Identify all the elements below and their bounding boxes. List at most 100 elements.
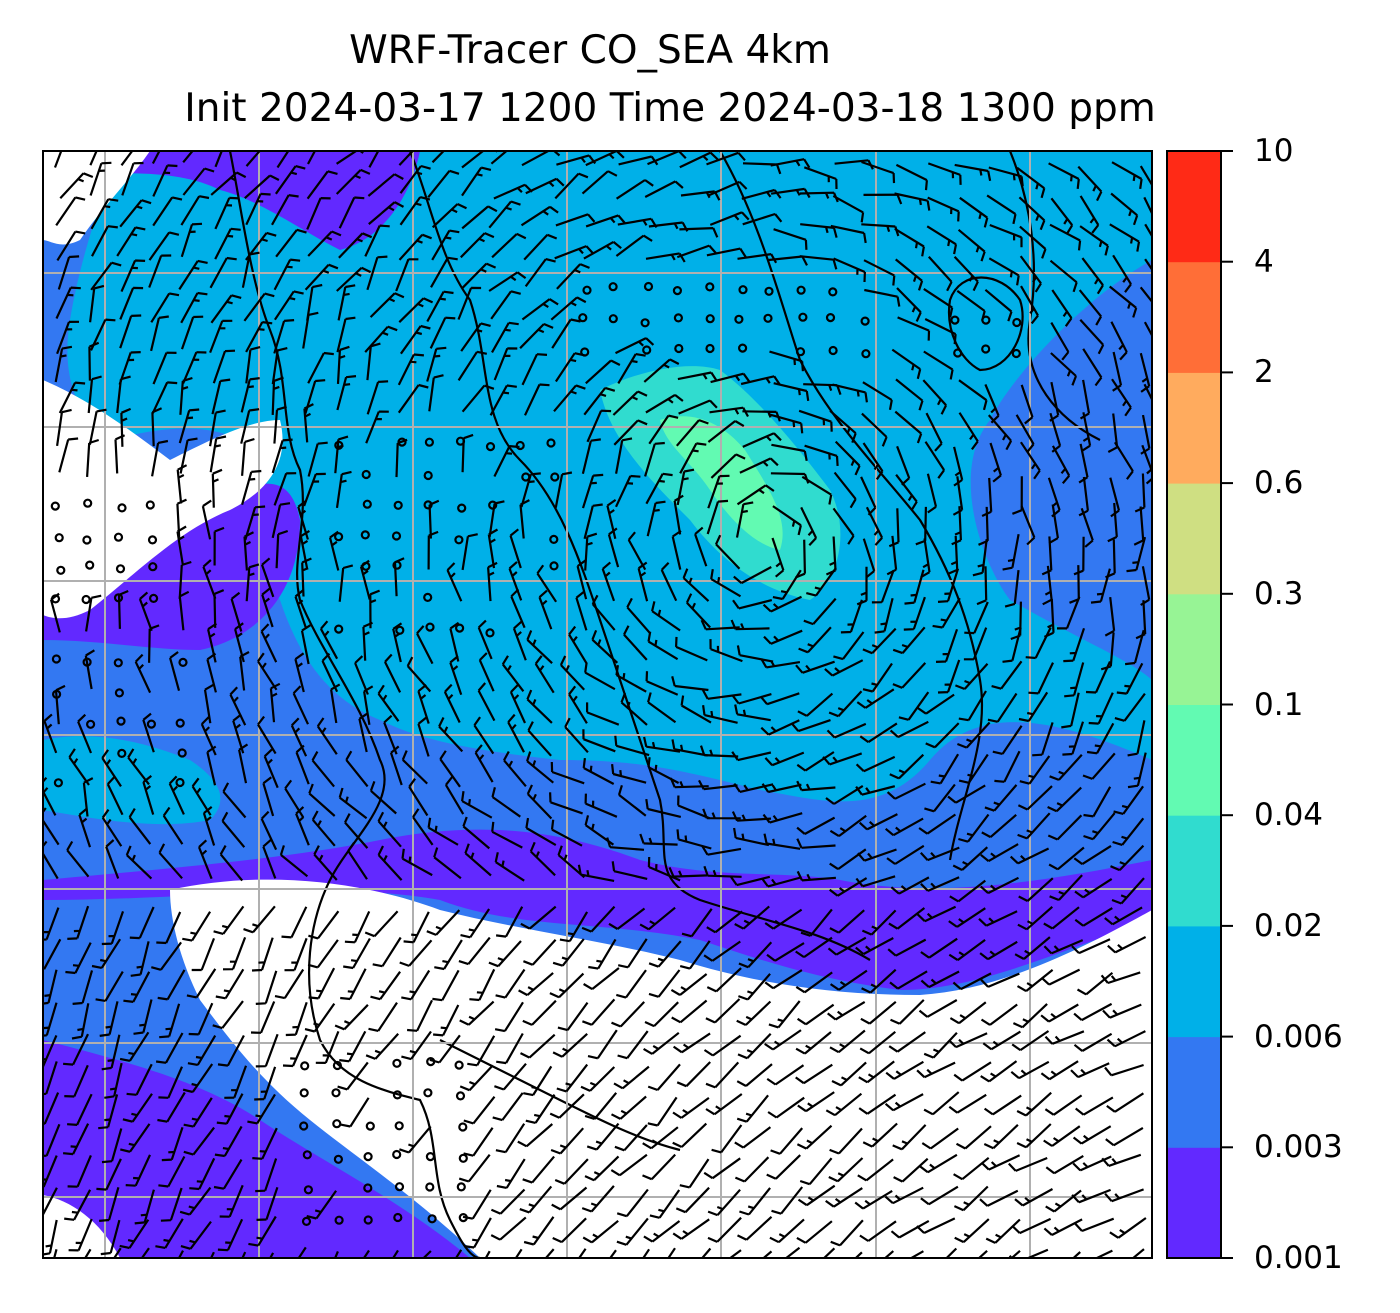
border-east xyxy=(719,151,984,861)
wind-barb xyxy=(1011,1030,1050,1052)
wind-barb xyxy=(892,662,927,689)
wind-barb xyxy=(647,757,680,784)
wind-barb xyxy=(1043,906,1080,930)
wind-barb xyxy=(250,1001,276,1034)
wind-barb xyxy=(679,227,719,238)
calm-wind-circle xyxy=(178,657,188,668)
wind-barb xyxy=(705,1061,740,1089)
wind-barb xyxy=(461,384,495,413)
wind-barb xyxy=(706,967,742,993)
wind-barb xyxy=(501,655,525,692)
colorbar-tick-label: 0.6 xyxy=(1254,465,1304,502)
wind-barb xyxy=(255,1158,278,1193)
wind-barb xyxy=(462,1189,492,1220)
wind-barb xyxy=(707,1188,741,1217)
wind-barb xyxy=(262,839,277,879)
wind-barb xyxy=(582,757,615,785)
calm-wind-circle xyxy=(738,285,748,295)
wind-barb xyxy=(168,775,185,815)
calm-wind-circle xyxy=(53,778,64,788)
wind-barb xyxy=(526,751,554,784)
wind-barb xyxy=(334,435,349,474)
wind-barb xyxy=(763,629,803,645)
wind-barb xyxy=(525,817,557,847)
wind-barb xyxy=(920,937,958,959)
wind-barb xyxy=(710,569,742,598)
wind-barb xyxy=(1017,905,1054,931)
calm-wind-circle xyxy=(332,1060,342,1071)
wind-barb xyxy=(369,292,405,318)
wind-barb xyxy=(606,837,645,851)
wind-barb xyxy=(177,1250,184,1258)
wind-barb xyxy=(833,471,857,509)
wind-barb xyxy=(903,596,926,631)
wind-barb xyxy=(271,438,293,474)
wind-barb xyxy=(615,437,633,474)
wind-barb xyxy=(742,432,782,448)
wind-barb xyxy=(642,1126,679,1150)
calm-wind-circle xyxy=(550,472,560,482)
colorbar-tick-label: 0.02 xyxy=(1254,907,1324,944)
wind-barb xyxy=(863,259,896,286)
calm-wind-circle xyxy=(394,1121,404,1131)
wind-barb xyxy=(125,1154,151,1187)
wind-barb xyxy=(862,662,893,693)
wind-barb xyxy=(554,471,573,508)
wind-barb xyxy=(580,1066,616,1092)
wind-barb xyxy=(989,442,1002,483)
wind-barb xyxy=(920,876,960,892)
wind-barb xyxy=(670,973,708,996)
wind-barb xyxy=(90,198,119,230)
wind-barb xyxy=(306,170,338,200)
wind-barb xyxy=(1072,1125,1112,1145)
wind-barb xyxy=(987,692,1018,723)
wind-barb xyxy=(104,1062,123,1099)
wind-barb xyxy=(67,1154,92,1188)
wind-barb xyxy=(859,1030,896,1055)
wind-barb xyxy=(64,1189,92,1221)
wind-barb xyxy=(615,179,654,200)
wind-barb xyxy=(874,597,894,634)
wind-barb xyxy=(955,1125,992,1150)
wind-barb xyxy=(922,379,948,415)
wind-barb xyxy=(735,501,754,538)
wind-barb xyxy=(176,525,187,566)
wind-barb xyxy=(552,1032,588,1058)
wind-barb xyxy=(345,750,369,788)
wind-barb xyxy=(526,784,553,820)
wind-barb xyxy=(762,812,803,824)
wind-barb xyxy=(706,499,729,535)
wind-barb xyxy=(771,537,785,578)
wind-barb xyxy=(824,659,864,677)
wind-barb xyxy=(509,684,527,724)
calm-wind-circle xyxy=(82,535,92,545)
wind-barb xyxy=(307,351,334,384)
wind-barb xyxy=(302,311,319,349)
wind-barb xyxy=(509,528,522,569)
wind-barb xyxy=(707,474,730,509)
wind-barb xyxy=(364,325,398,353)
wind-barb xyxy=(1074,877,1113,899)
wind-barb xyxy=(1139,352,1151,393)
wind-barb xyxy=(519,1185,553,1214)
wind-barb xyxy=(273,405,287,444)
wind-barb xyxy=(495,968,526,999)
calm-wind-circle xyxy=(798,312,808,322)
wind-barb xyxy=(706,910,743,934)
wind-barb xyxy=(582,729,616,753)
wind-barb xyxy=(1073,1002,1113,1022)
wind-barb xyxy=(947,784,986,804)
wind-barb xyxy=(623,625,648,661)
wind-barb xyxy=(672,1218,710,1240)
calm-wind-circle xyxy=(488,500,498,510)
wind-barb xyxy=(510,588,526,629)
wind-barb xyxy=(857,1158,894,1182)
wind-barb xyxy=(1074,907,1113,927)
wind-barb xyxy=(180,291,208,324)
wind-barb xyxy=(206,745,217,786)
wind-barb xyxy=(613,419,648,446)
wind-barb xyxy=(1064,662,1085,698)
wind-barb xyxy=(368,201,405,225)
wind-barb xyxy=(304,1002,336,1033)
wind-barb xyxy=(491,787,521,818)
